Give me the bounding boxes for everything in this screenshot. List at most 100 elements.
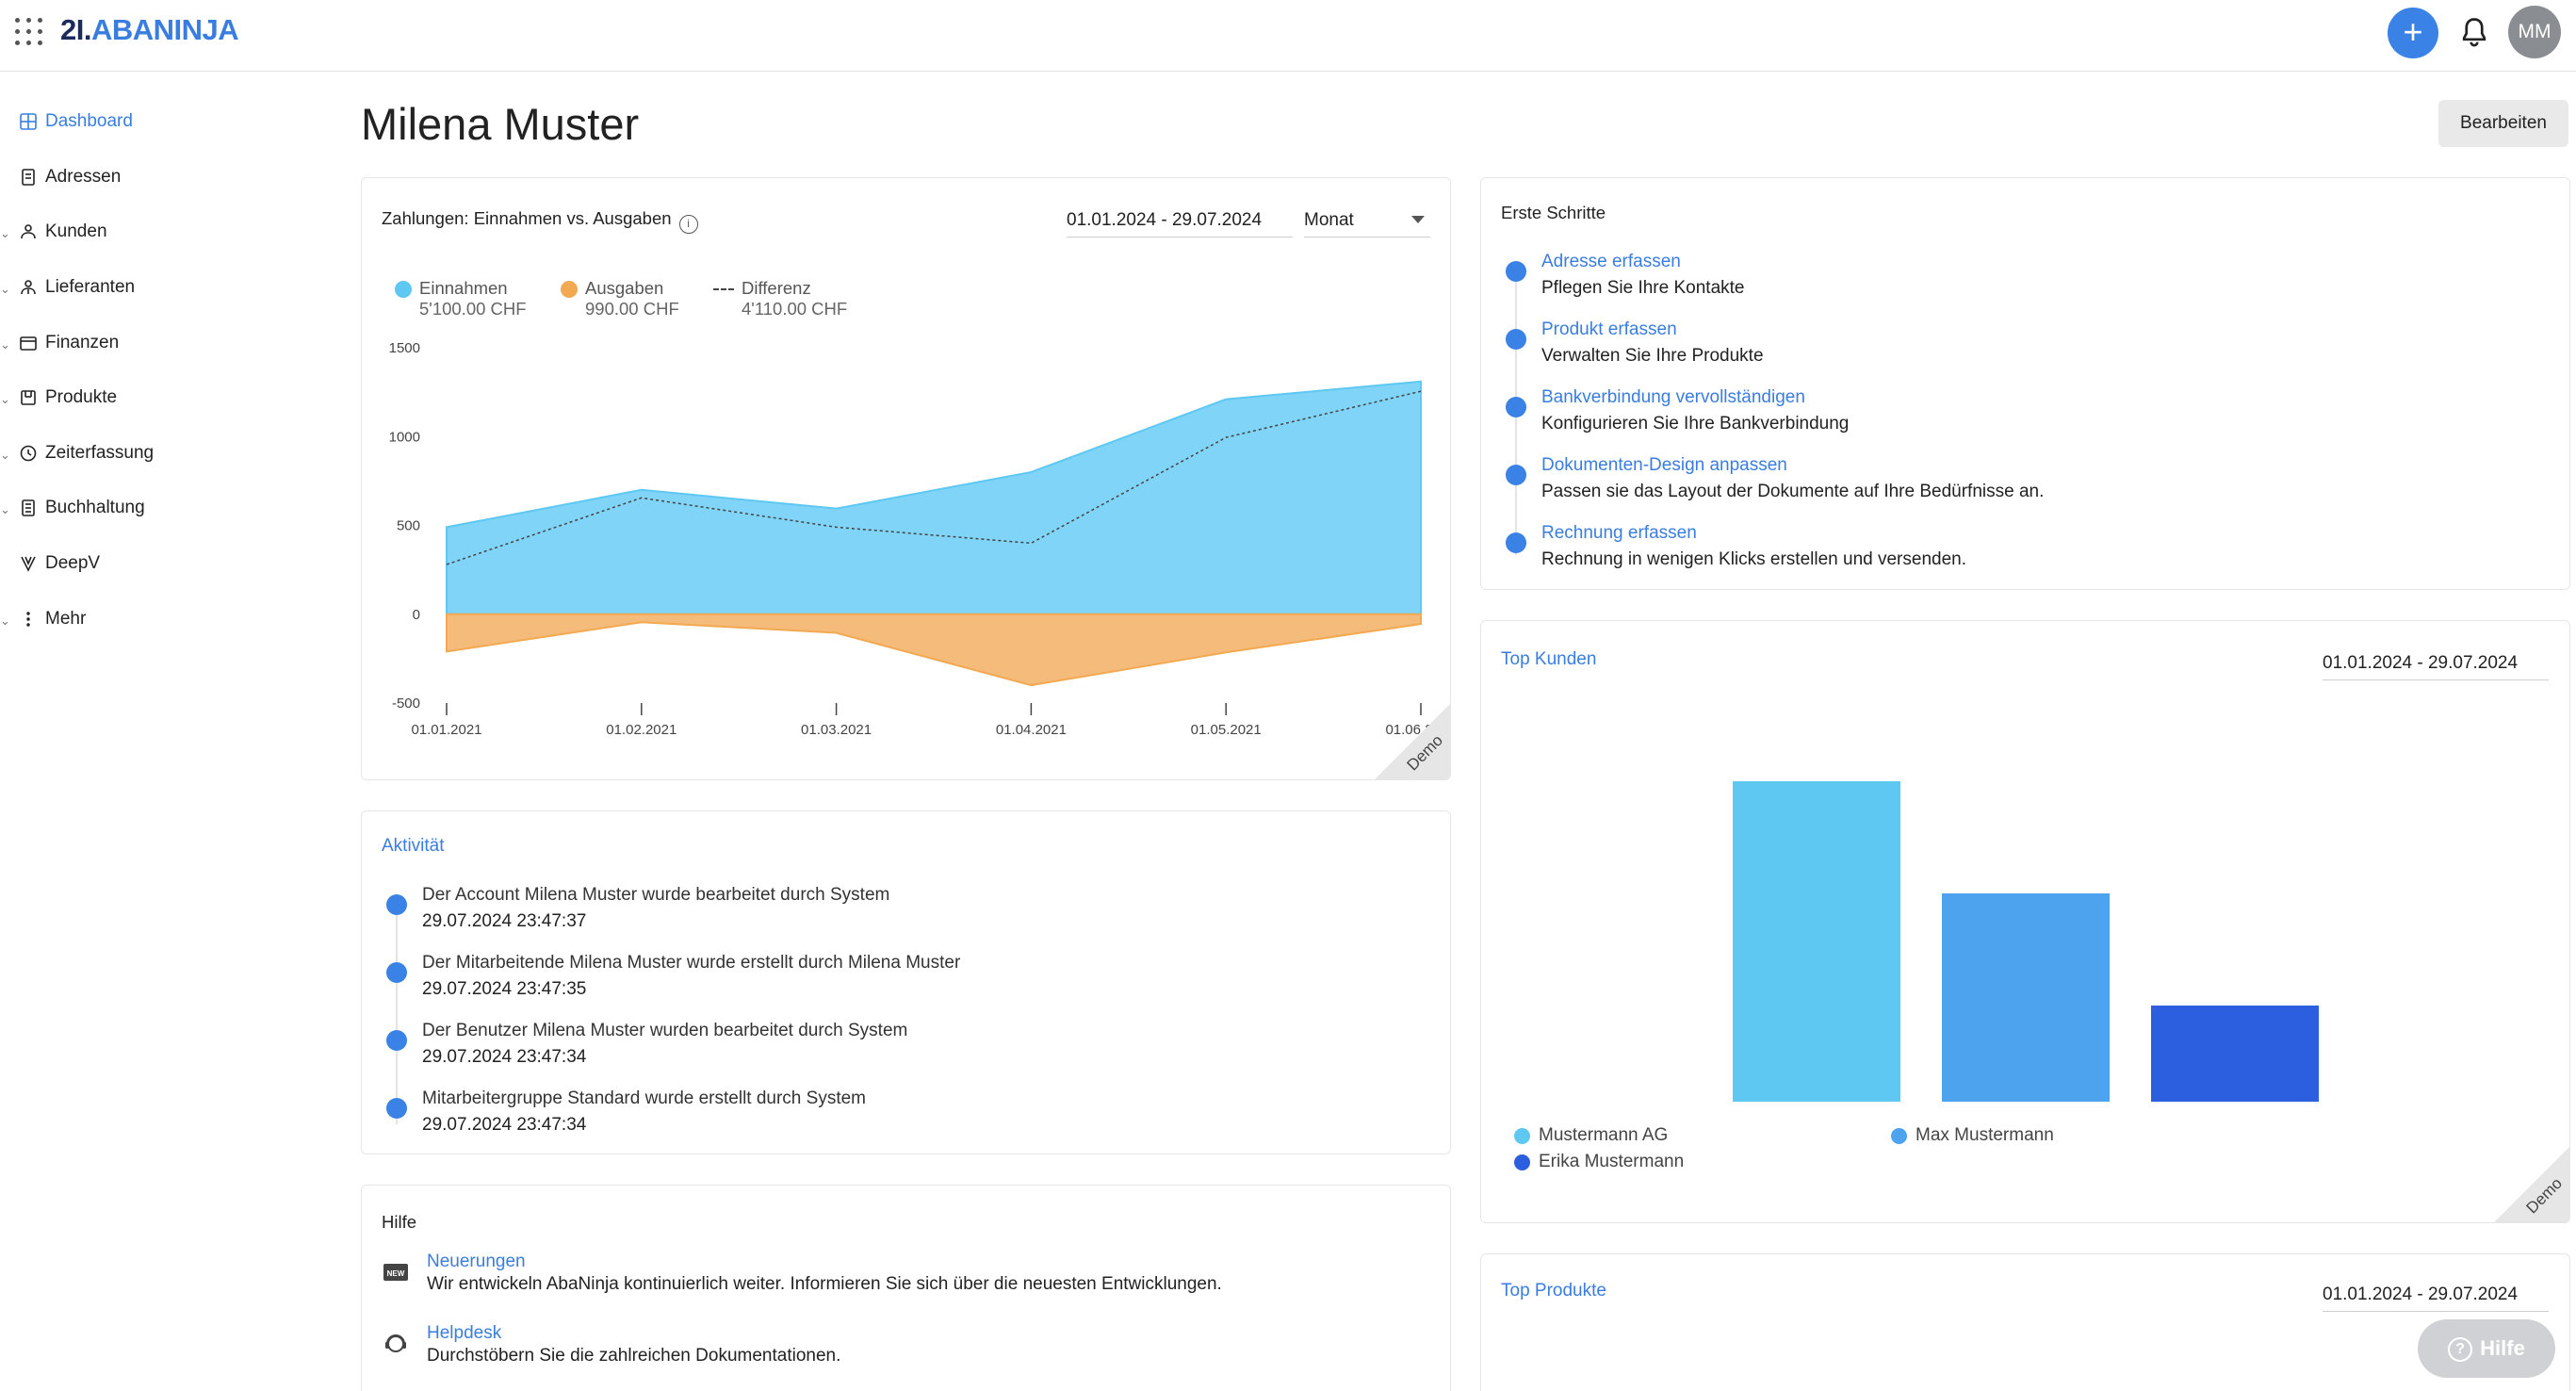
activity-title[interactable]: Aktivität xyxy=(382,836,445,856)
legend-einnahmen[interactable]: Einnahmen 5'100.00 CHF xyxy=(395,278,527,319)
legend-dot-einnahmen xyxy=(395,281,412,298)
address-book-icon xyxy=(19,168,38,187)
chevron-down-icon[interactable]: ⌄ xyxy=(0,502,10,517)
legend-label: Einnahmen xyxy=(419,278,508,298)
activity-time: 29.07.2024 23:47:37 xyxy=(422,911,587,931)
bar-erika-mustermann[interactable] xyxy=(2151,1006,2319,1102)
dashboard-icon xyxy=(19,112,38,131)
top-customers-title[interactable]: Top Kunden xyxy=(1501,649,1597,669)
legend-value: 5'100.00 CHF xyxy=(419,299,527,319)
chevron-down-icon[interactable]: ⌄ xyxy=(0,392,10,407)
customer-legend-0[interactable]: Mustermann AG xyxy=(1514,1125,1668,1146)
sidebar-item-label: Lieferanten xyxy=(45,277,136,298)
step-dot[interactable] xyxy=(1506,532,1526,553)
bell-icon[interactable] xyxy=(2457,15,2491,49)
step-link[interactable]: Produkt erfassen xyxy=(1541,319,1677,339)
help-fab-button[interactable]: ? Hilfe xyxy=(2418,1319,2555,1378)
chevron-down-icon[interactable]: ⌄ xyxy=(0,447,10,462)
top-customers-date-range[interactable]: 01.01.2024 - 29.07.2024 xyxy=(2323,653,2549,680)
sidebar-item-kunden[interactable]: ⌄ Kunden xyxy=(0,205,311,260)
sidebar-item-label: Finanzen xyxy=(45,332,120,352)
legend-dash-differenz xyxy=(713,288,734,290)
sidebar-item-finanzen[interactable]: ⌄ Finanzen xyxy=(0,315,311,370)
legend-label: Mustermann AG xyxy=(1539,1125,1669,1145)
sidebar-item-label: Buchhaltung xyxy=(45,498,145,518)
sidebar-item-label: Mehr xyxy=(45,608,87,629)
legend-dot-ausgaben xyxy=(561,281,578,298)
series-differenz-line xyxy=(446,390,1422,565)
clock-icon xyxy=(19,444,38,463)
sidebar-item-deepv[interactable]: DeepV xyxy=(0,536,311,592)
logo-name: ABANINJA xyxy=(90,13,239,46)
help-link[interactable]: Helpdesk xyxy=(427,1323,502,1343)
bar-max-mustermann[interactable] xyxy=(1942,893,2110,1102)
step-desc: Passen sie das Layout der Dokumente auf … xyxy=(1541,482,2045,501)
legend-value: 4'110.00 CHF xyxy=(742,299,848,319)
customers-icon xyxy=(19,222,38,241)
series-ausgaben-area xyxy=(446,613,1422,687)
info-icon[interactable]: i xyxy=(678,215,698,234)
step-link[interactable]: Rechnung erfassen xyxy=(1541,523,1697,543)
y-tick-label: 0 xyxy=(413,607,420,623)
customer-legend-1[interactable]: Max Mustermann xyxy=(1891,1125,2054,1146)
edit-button[interactable]: Bearbeiten xyxy=(2438,100,2568,147)
sidebar-item-lieferanten[interactable]: ⌄ Lieferanten xyxy=(0,260,311,316)
top-products-date-range[interactable]: 01.01.2024 - 29.07.2024 xyxy=(2323,1285,2549,1312)
step-desc: Rechnung in wenigen Klicks erstellen und… xyxy=(1541,549,1966,569)
chevron-down-icon[interactable]: ⌄ xyxy=(0,613,10,628)
wallet-icon xyxy=(19,334,38,352)
top-products-title[interactable]: Top Produkte xyxy=(1501,1281,1606,1301)
chevron-down-icon xyxy=(1411,216,1425,223)
activity-text: Der Mitarbeitende Milena Muster wurde er… xyxy=(422,953,961,973)
abaninja-logo[interactable]: 2I.ABANINJA xyxy=(60,13,239,47)
activity-dot xyxy=(386,1030,407,1051)
demo-ribbon: Demo xyxy=(2494,1147,2569,1222)
sidebar-item-adressen[interactable]: Adressen xyxy=(0,150,311,205)
payments-card: Zahlungen: Einnahmen vs. Ausgaben i 01.01… xyxy=(361,177,1451,780)
sidebar: Dashboard Adressen ⌄ Kunden ⌄ Lieferanten ⌄ Fin… xyxy=(0,94,311,646)
activity-time: 29.07.2024 23:47:34 xyxy=(422,1047,587,1067)
chevron-down-icon[interactable]: ⌄ xyxy=(0,226,10,241)
legend-ausgaben[interactable]: Ausgaben 990.00 CHF xyxy=(561,278,679,319)
customer-legend-2[interactable]: Erika Mustermann xyxy=(1514,1152,1684,1172)
x-tick-label: 01.03.2021 xyxy=(801,722,872,738)
new-badge-text: NEW xyxy=(387,1269,405,1278)
payments-date-range[interactable]: 01.01.2024 - 29.07.2024 xyxy=(1067,210,1293,237)
sidebar-item-label: Kunden xyxy=(45,221,107,242)
sidebar-item-mehr[interactable]: ⌄ Mehr xyxy=(0,591,311,646)
period-select[interactable]: Monat xyxy=(1304,210,1430,237)
sidebar-item-produkte[interactable]: ⌄ Produkte xyxy=(0,370,311,426)
ledger-icon xyxy=(19,499,38,517)
page-title: Milena Muster xyxy=(361,99,640,149)
add-button[interactable]: + xyxy=(2388,8,2438,58)
bar-mustermann-ag[interactable] xyxy=(1733,781,1900,1102)
sidebar-item-label: Adressen xyxy=(45,166,122,187)
chevron-down-icon[interactable]: ⌄ xyxy=(0,282,10,297)
step-dot[interactable] xyxy=(1506,261,1526,282)
sidebar-item-label: Zeiterfassung xyxy=(45,442,155,463)
question-icon: ? xyxy=(2448,1337,2473,1362)
step-dot[interactable] xyxy=(1506,329,1526,350)
period-value: Monat xyxy=(1304,210,1354,230)
activity-timeline xyxy=(396,898,398,1124)
payments-title: Zahlungen: Einnahmen vs. Ausgaben xyxy=(382,208,672,228)
step-desc: Verwalten Sie Ihre Produkte xyxy=(1541,346,1764,366)
chevron-down-icon[interactable]: ⌄ xyxy=(0,336,10,352)
y-tick-label: 1500 xyxy=(389,340,420,356)
step-link[interactable]: Adresse erfassen xyxy=(1541,252,1681,271)
legend-label: Ausgaben xyxy=(585,278,664,298)
sidebar-item-buchhaltung[interactable]: ⌄ Buchhaltung xyxy=(0,481,311,536)
step-link[interactable]: Dokumenten-Design anpassen xyxy=(1541,455,1787,475)
step-dot[interactable] xyxy=(1506,397,1526,417)
legend-value: 990.00 CHF xyxy=(585,299,679,319)
avatar[interactable]: MM xyxy=(2508,6,2561,58)
legend-differenz[interactable]: Differenz 4'110.00 CHF xyxy=(713,278,848,319)
top-bar: 2I.ABANINJA + MM xyxy=(0,0,2576,72)
step-link[interactable]: Bankverbindung vervollständigen xyxy=(1541,387,1805,407)
help-link[interactable]: Neuerungen xyxy=(427,1252,526,1271)
step-dot[interactable] xyxy=(1506,465,1526,485)
series-einnahmen-area xyxy=(446,380,1422,615)
sidebar-item-zeiterfassung[interactable]: ⌄ Zeiterfassung xyxy=(0,426,311,482)
app-grid-icon[interactable] xyxy=(15,18,43,46)
sidebar-item-dashboard[interactable]: Dashboard xyxy=(0,94,311,150)
